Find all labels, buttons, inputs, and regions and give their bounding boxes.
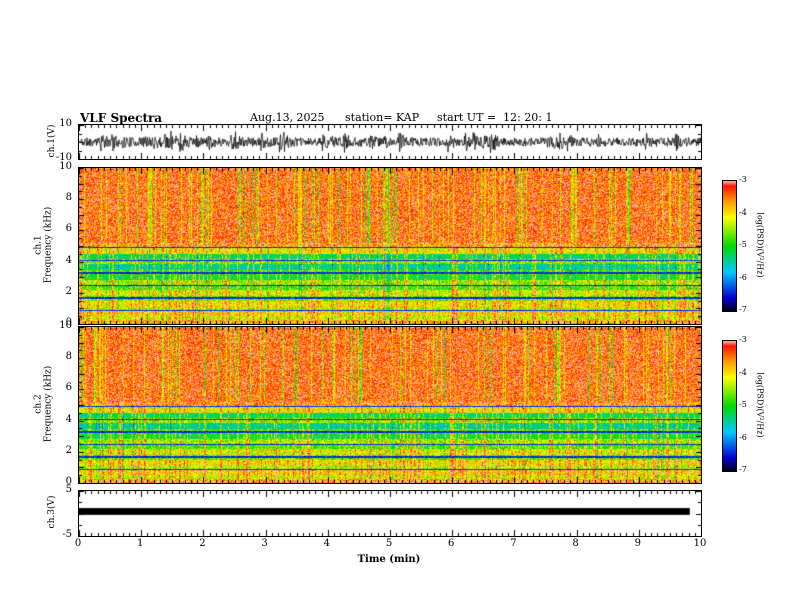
ch3_wave-ytick-label: 5 bbox=[65, 484, 72, 495]
ch2-spec-ylabel-line2: Frequency (kHz) bbox=[44, 365, 54, 443]
colorbar1-tick-label: -5 bbox=[739, 240, 747, 249]
ch1_spec-ytick-label: 2 bbox=[65, 285, 72, 297]
ch1_spec-ytick-label: 4 bbox=[65, 254, 72, 266]
ch1_spec-ytick-label: 0 bbox=[65, 317, 72, 328]
colorbar2-tick-label: -5 bbox=[739, 400, 747, 409]
x-tick-label: 0 bbox=[74, 538, 82, 549]
colorbar1-tick-label: -3 bbox=[739, 175, 747, 184]
x-tick-label: 8 bbox=[572, 538, 579, 549]
ch2-spec-ylabel-line1: ch.2 bbox=[33, 394, 44, 414]
page-title: VLF Spectra bbox=[80, 111, 163, 125]
colorbar2-tick-label: -7 bbox=[739, 465, 747, 474]
ch1-spec-ylabel: ch.1 Frequency (kHz) bbox=[34, 207, 55, 284]
ch1-waveform-panel bbox=[78, 124, 702, 160]
ch1_wave-ytick-label: -10 bbox=[55, 152, 72, 163]
ch1_wave-ytick-label: 10 bbox=[59, 118, 72, 129]
colorbar1-tick-label: -4 bbox=[739, 207, 747, 217]
colorbar-ch2-label: log(PSD)(V²/Hz) bbox=[755, 372, 765, 438]
ch2_spec-ytick-label: 6 bbox=[65, 382, 72, 394]
ch2-spec-ylabel: ch.2 Frequency (kHz) bbox=[34, 366, 55, 443]
ch2-spectrogram-panel bbox=[78, 326, 702, 484]
x-tick-label: 2 bbox=[199, 538, 206, 549]
ch1-spec-ylabel-line2: Frequency (kHz) bbox=[44, 206, 54, 284]
ch2_spec-ytick-label: 2 bbox=[65, 444, 72, 456]
colorbar-ch2 bbox=[722, 340, 737, 472]
ch1_spec-ytick-label: 8 bbox=[65, 192, 72, 204]
ch3-waveform-panel bbox=[78, 490, 702, 537]
ch2_spec-ytick-label: 0 bbox=[65, 476, 72, 487]
x-tick-label: 9 bbox=[634, 538, 641, 549]
x-axis-title: Time (min) bbox=[357, 554, 421, 565]
x-tick-label: 1 bbox=[137, 538, 144, 549]
x-tick-label: 4 bbox=[323, 538, 330, 549]
ch2_spec-ytick-label: 10 bbox=[59, 320, 72, 331]
ch1_spec-ytick-label: 6 bbox=[65, 223, 72, 235]
colorbar2-tick-label: -6 bbox=[739, 432, 747, 442]
colorbar-ch1-label: log(PSD)(V²/Hz) bbox=[755, 212, 765, 278]
ch3-wave-ylabel: ch.3(V) bbox=[47, 496, 57, 529]
colorbar1-tick-label: -6 bbox=[739, 272, 747, 282]
colorbar-ch1 bbox=[722, 180, 737, 312]
x-tick-label: 5 bbox=[385, 538, 393, 549]
ch1-spec-ylabel-line1: ch.1 bbox=[33, 235, 44, 255]
start-ut-label: start UT = 12: 20: 1 bbox=[437, 111, 553, 124]
ch3_wave-ytick-label: -5 bbox=[62, 529, 72, 540]
colorbar2-tick-label: -4 bbox=[739, 367, 747, 377]
x-tick-label: 3 bbox=[261, 538, 268, 549]
ch2_spec-ytick-label: 8 bbox=[65, 351, 72, 363]
x-tick-label: 10 bbox=[693, 538, 707, 549]
ch1_spec-ytick-label: 10 bbox=[59, 161, 72, 172]
ch2_spec-ytick-label: 4 bbox=[65, 413, 72, 425]
colorbar1-tick-label: -7 bbox=[739, 305, 747, 314]
colorbar2-tick-label: -3 bbox=[739, 335, 747, 344]
x-tick-label: 6 bbox=[448, 538, 455, 549]
x-tick-label: 7 bbox=[510, 538, 517, 549]
ch1-spectrogram-panel bbox=[78, 167, 702, 325]
ch3-wave-ylabel-text: ch.3(V) bbox=[46, 495, 57, 529]
date-label: Aug.13, 2025 bbox=[250, 111, 325, 124]
station-label: station= KAP bbox=[345, 111, 420, 124]
